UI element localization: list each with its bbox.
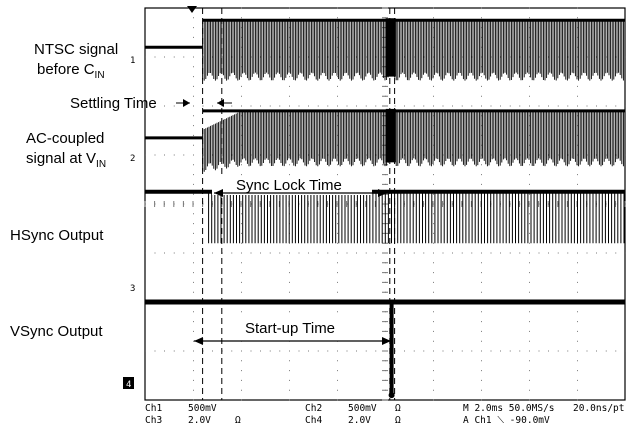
ac-label-line2: signal at VIN [26,150,106,170]
trace-1 [145,18,625,81]
trace-4 [145,299,625,399]
channel-markers: 1 2 3 4 [123,56,135,390]
hsync-label: HSync Output [10,227,104,244]
ch2-scale: 500mV [348,403,377,414]
timebase-readout: M 2.0ms 50.0MS/s [463,403,555,414]
scope-readout: Ch1 500mV Ch3 2.0V Ω Ch2 500mV Ω Ch4 2.0… [145,403,624,426]
ac-label-line1: AC-coupled [26,130,104,147]
timing-annotations: Settling Time Sync Lock Time Start-up Ti… [70,95,391,345]
trace-vblank [385,108,396,163]
sync-lock-label: Sync Lock Time [236,177,342,194]
ch4-scale: 2.0V [348,415,371,426]
trace-video-band [202,110,624,172]
trace-vsync-pulse [389,302,394,396]
marker-1: 1 [130,56,135,66]
scope-grid [144,7,626,401]
marker-2: 2 [130,154,135,164]
marker-4: 4 [126,380,131,390]
trace-vblank [385,18,396,77]
trigger-position-marker [187,6,197,13]
startup-arrow [194,337,391,345]
startup-label-bg [238,318,358,338]
trace-video-band [202,20,624,81]
trace-3 [145,189,625,244]
ch4-ohm: Ω [395,415,401,426]
marker-3: 3 [130,284,135,294]
trace-pulses [208,191,625,244]
ch3-scale: 2.0V [188,415,211,426]
ntsc-label-line1: NTSC signal [34,41,118,58]
ch3-ohm: Ω [235,415,241,426]
ch2-ohm: Ω [395,403,401,414]
ch1-name: Ch1 [145,403,162,414]
trigger-readout: A Ch1 ⟍ -90.0mV [463,415,550,426]
ntsc-label-line2: before CIN [37,61,105,81]
ch4-name: Ch4 [305,415,322,426]
ch3-name: Ch3 [145,415,162,426]
startup-label: Start-up Time [245,320,335,337]
sync-lock-label-bg [212,176,372,195]
resolution-readout: 20.0ns/pt [573,403,624,414]
ch2-name: Ch2 [305,403,322,414]
event-cursors [202,8,396,400]
marker-4-box [123,377,134,389]
vsync-label: VSync Output [10,323,103,340]
channel-labels: NTSC signal before CIN AC-coupled signal… [10,41,118,340]
trace-2 [145,108,625,172]
sync-lock-arrow [214,189,387,197]
settling-arrows [176,99,232,107]
ch1-scale: 500mV [188,403,217,414]
settling-time-label: Settling Time [70,95,157,112]
